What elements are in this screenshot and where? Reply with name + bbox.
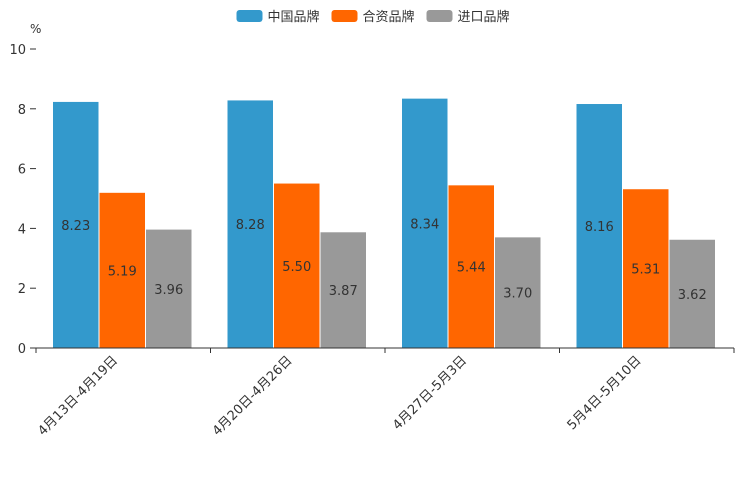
data-label: 3.70 <box>503 287 532 302</box>
y-tick-label: 10 <box>9 43 26 58</box>
legend-label: 合资品牌 <box>363 9 415 25</box>
x-tick-label: 4月13日-4月19日 <box>35 353 121 439</box>
data-label: 8.23 <box>61 219 90 234</box>
legend-swatch <box>236 10 263 22</box>
bar-3-2 <box>320 232 366 348</box>
legend-item[interactable]: 中国品牌 <box>236 9 320 25</box>
legend-swatch <box>331 10 358 22</box>
bar-2-4 <box>623 189 669 348</box>
bar-1-3 <box>402 98 448 348</box>
data-label: 5.44 <box>457 261 486 276</box>
y-tick-label: 8 <box>18 103 26 118</box>
bar-2-1 <box>99 192 145 348</box>
bar-2-3 <box>448 185 494 348</box>
data-label: 5.50 <box>282 260 311 275</box>
bar-3-3 <box>495 237 541 348</box>
y-tick-label: 6 <box>18 163 26 178</box>
x-tick-label: 4月27日-5月3日 <box>390 353 470 433</box>
legend-label: 进口品牌 <box>458 9 510 25</box>
legend-swatch <box>426 10 453 22</box>
data-label: 8.34 <box>410 217 439 232</box>
data-label: 8.16 <box>585 220 614 235</box>
y-axis-label: % <box>30 22 41 36</box>
data-label: 3.96 <box>154 283 183 298</box>
data-label: 5.19 <box>108 264 137 279</box>
x-axis: 4月13日-4月19日 4月20日-4月26日 4月27日-5月3日 5月4日-5月1… <box>35 347 735 439</box>
bar-1-2 <box>227 100 273 348</box>
bar-3-1 <box>146 229 192 348</box>
y-tick-label: 2 <box>18 282 26 297</box>
x-tick-label: 5月4日-5月10日 <box>565 353 645 433</box>
bar-2-2 <box>274 183 320 348</box>
data-label: 3.62 <box>678 288 707 303</box>
data-label: 8.28 <box>236 218 265 233</box>
data-label: 5.31 <box>631 263 660 278</box>
bars: 8.23 5.19 3.96 8.28 5.50 3.87 8.34 5.44 3.70 8.16… <box>53 98 715 349</box>
legend-label: 中国品牌 <box>268 9 320 25</box>
x-tick-label: 4月20日-4月26日 <box>210 353 296 439</box>
y-tick-label: 4 <box>18 222 26 237</box>
y-tick-label: 0 <box>18 342 26 357</box>
bar-1-1 <box>53 101 99 348</box>
bar-1-4 <box>576 104 622 349</box>
bar-3-4 <box>669 239 715 348</box>
legend: 中国品牌 合资品牌 进口品牌 <box>236 9 510 25</box>
data-label: 3.87 <box>329 284 358 299</box>
legend-item[interactable]: 合资品牌 <box>331 9 415 25</box>
y-axis: 0 2 4 6 8 10 <box>9 43 36 357</box>
legend-item[interactable]: 进口品牌 <box>426 9 510 25</box>
